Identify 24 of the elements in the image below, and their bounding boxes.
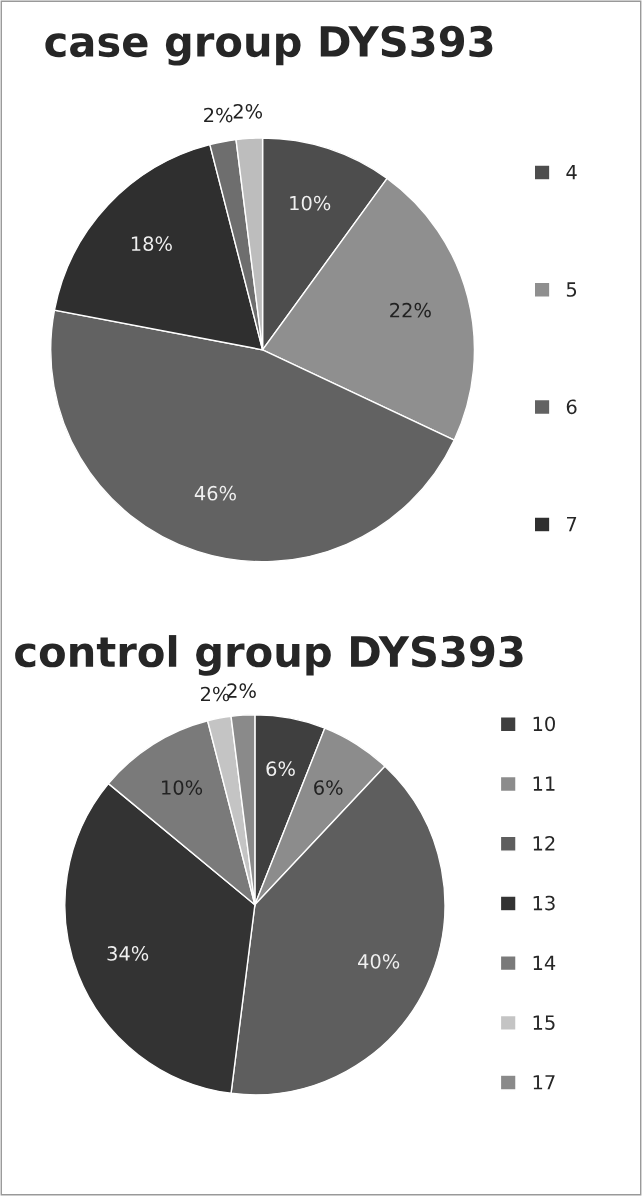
legend-label: 11 xyxy=(533,776,555,791)
data-label: 34% xyxy=(107,946,149,961)
legend-label: 10 xyxy=(533,716,555,732)
legend-label: 12 xyxy=(533,835,555,851)
data-label: 6% xyxy=(266,761,295,777)
legend-label: 17 xyxy=(533,1075,555,1090)
data-label: 2% xyxy=(233,103,263,119)
data-label: 18% xyxy=(131,236,172,252)
data-label: 46% xyxy=(194,485,236,501)
legend-label: 14 xyxy=(533,955,556,970)
data-label: 10% xyxy=(290,195,331,211)
legend-label: 13 xyxy=(533,895,555,911)
legend-label: 4 xyxy=(566,165,577,180)
chart-title: control group DYS393 xyxy=(15,635,523,676)
legend-label: 6 xyxy=(566,399,577,415)
legend-label: 15 xyxy=(533,1015,555,1030)
data-label: 2% xyxy=(204,107,233,123)
legend-label: 5 xyxy=(566,282,577,297)
data-label: 22% xyxy=(390,302,431,318)
legend-label: 7 xyxy=(567,516,577,532)
data-label: 10% xyxy=(162,780,203,795)
data-label: 40% xyxy=(358,953,400,969)
chart-title: case group DYS393 xyxy=(45,25,493,66)
data-label: 6% xyxy=(314,780,343,795)
